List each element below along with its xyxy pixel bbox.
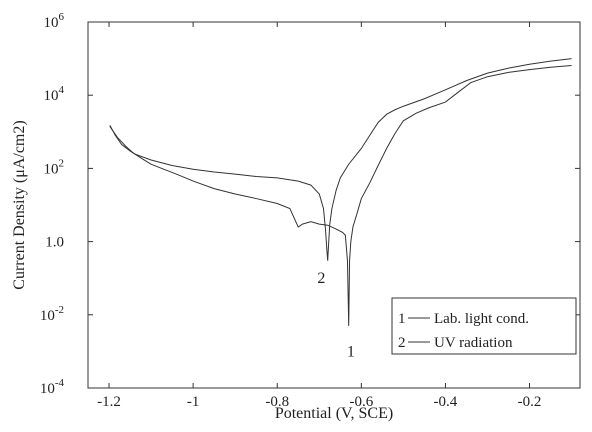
y-tick-label: 10-2 [40,304,64,324]
legend: 1 Lab. light cond. 2 UV radiation [391,297,577,355]
x-tick-label: -0.8 [265,394,289,410]
axis-layer: -1.2 -1 -0.8 -0.6 -0.4 -0.2 106 104 102 1.0 10-2 10… [40,11,580,410]
series-layer [109,58,572,326]
curve-label-2: 2 [317,270,325,287]
legend-id-1: 1 [398,311,406,327]
x-tick-label: -1 [187,394,200,410]
y-axis-title: Current Density (μA/cm2) [11,120,28,289]
legend-box [391,297,577,355]
x-tick-label: -0.2 [518,394,542,410]
y-tick-label: 102 [44,157,65,177]
curve-label-1: 1 [347,343,355,360]
legend-id-2: 2 [398,335,406,351]
y-tick-label: 10-4 [40,377,65,397]
series-line-2 [109,58,572,261]
annotation-layer: 12 [317,270,354,360]
y-tick-label: 106 [44,11,65,31]
x-tick-label: -0.4 [434,394,458,410]
x-axis-title: Potential (V, SCE) [275,405,393,422]
x-tick-label: -1.2 [97,394,121,410]
y-tick-label: 104 [44,84,65,104]
y-tick-label: 1.0 [45,235,64,251]
legend-label-1: Lab. light cond. [434,311,529,327]
legend-label-2: UV radiation [434,335,513,351]
x-tick-label: -0.6 [349,394,373,410]
series-line-1 [109,64,572,326]
